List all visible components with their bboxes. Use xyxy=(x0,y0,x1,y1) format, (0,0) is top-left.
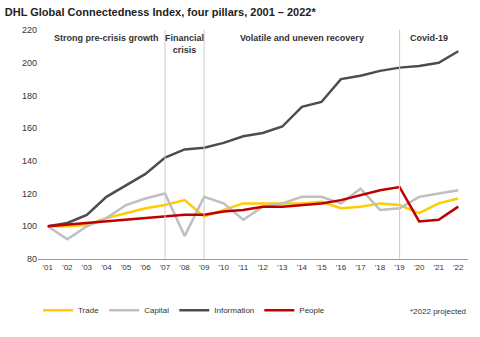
svg-text:Capital: Capital xyxy=(144,306,169,315)
svg-text:'01: '01 xyxy=(43,263,54,272)
svg-text:'02: '02 xyxy=(62,263,73,272)
svg-text:140: 140 xyxy=(22,156,37,166)
svg-text:'05: '05 xyxy=(121,263,132,272)
svg-text:100: 100 xyxy=(22,221,37,231)
svg-text:'08: '08 xyxy=(179,263,190,272)
svg-text:*2022 projected: *2022 projected xyxy=(410,307,466,316)
svg-text:120: 120 xyxy=(22,189,37,199)
svg-text:'22: '22 xyxy=(453,263,464,272)
svg-text:180: 180 xyxy=(22,91,37,101)
svg-text:'21: '21 xyxy=(433,263,444,272)
svg-text:'18: '18 xyxy=(375,263,386,272)
svg-text:'04: '04 xyxy=(101,263,112,272)
svg-text:DHL Global Connectedness Index: DHL Global Connectedness Index, four pil… xyxy=(5,6,317,18)
svg-text:'13: '13 xyxy=(277,263,288,272)
svg-text:220: 220 xyxy=(22,25,37,35)
svg-text:'06: '06 xyxy=(140,263,151,272)
svg-text:Information: Information xyxy=(214,306,254,315)
svg-text:'07: '07 xyxy=(160,263,171,272)
svg-text:Financialcrisis: Financialcrisis xyxy=(165,33,204,55)
svg-text:'19: '19 xyxy=(394,263,405,272)
svg-text:'20: '20 xyxy=(414,263,425,272)
svg-text:People: People xyxy=(299,306,324,315)
svg-text:'03: '03 xyxy=(82,263,93,272)
svg-text:'09: '09 xyxy=(199,263,210,272)
svg-text:'10: '10 xyxy=(218,263,229,272)
svg-text:'14: '14 xyxy=(297,263,308,272)
svg-text:'16: '16 xyxy=(336,263,347,272)
svg-text:Trade: Trade xyxy=(78,306,99,315)
svg-text:Covid-19: Covid-19 xyxy=(410,33,448,43)
svg-text:'11: '11 xyxy=(238,263,248,272)
svg-text:160: 160 xyxy=(22,123,37,133)
svg-text:'15: '15 xyxy=(316,263,327,272)
svg-text:80: 80 xyxy=(27,254,37,264)
svg-text:Strong pre-crisis growth: Strong pre-crisis growth xyxy=(54,33,159,43)
svg-text:200: 200 xyxy=(22,58,37,68)
svg-text:'17: '17 xyxy=(355,263,366,272)
svg-text:'12: '12 xyxy=(258,263,269,272)
svg-text:Volatile and uneven recovery: Volatile and uneven recovery xyxy=(240,33,364,43)
